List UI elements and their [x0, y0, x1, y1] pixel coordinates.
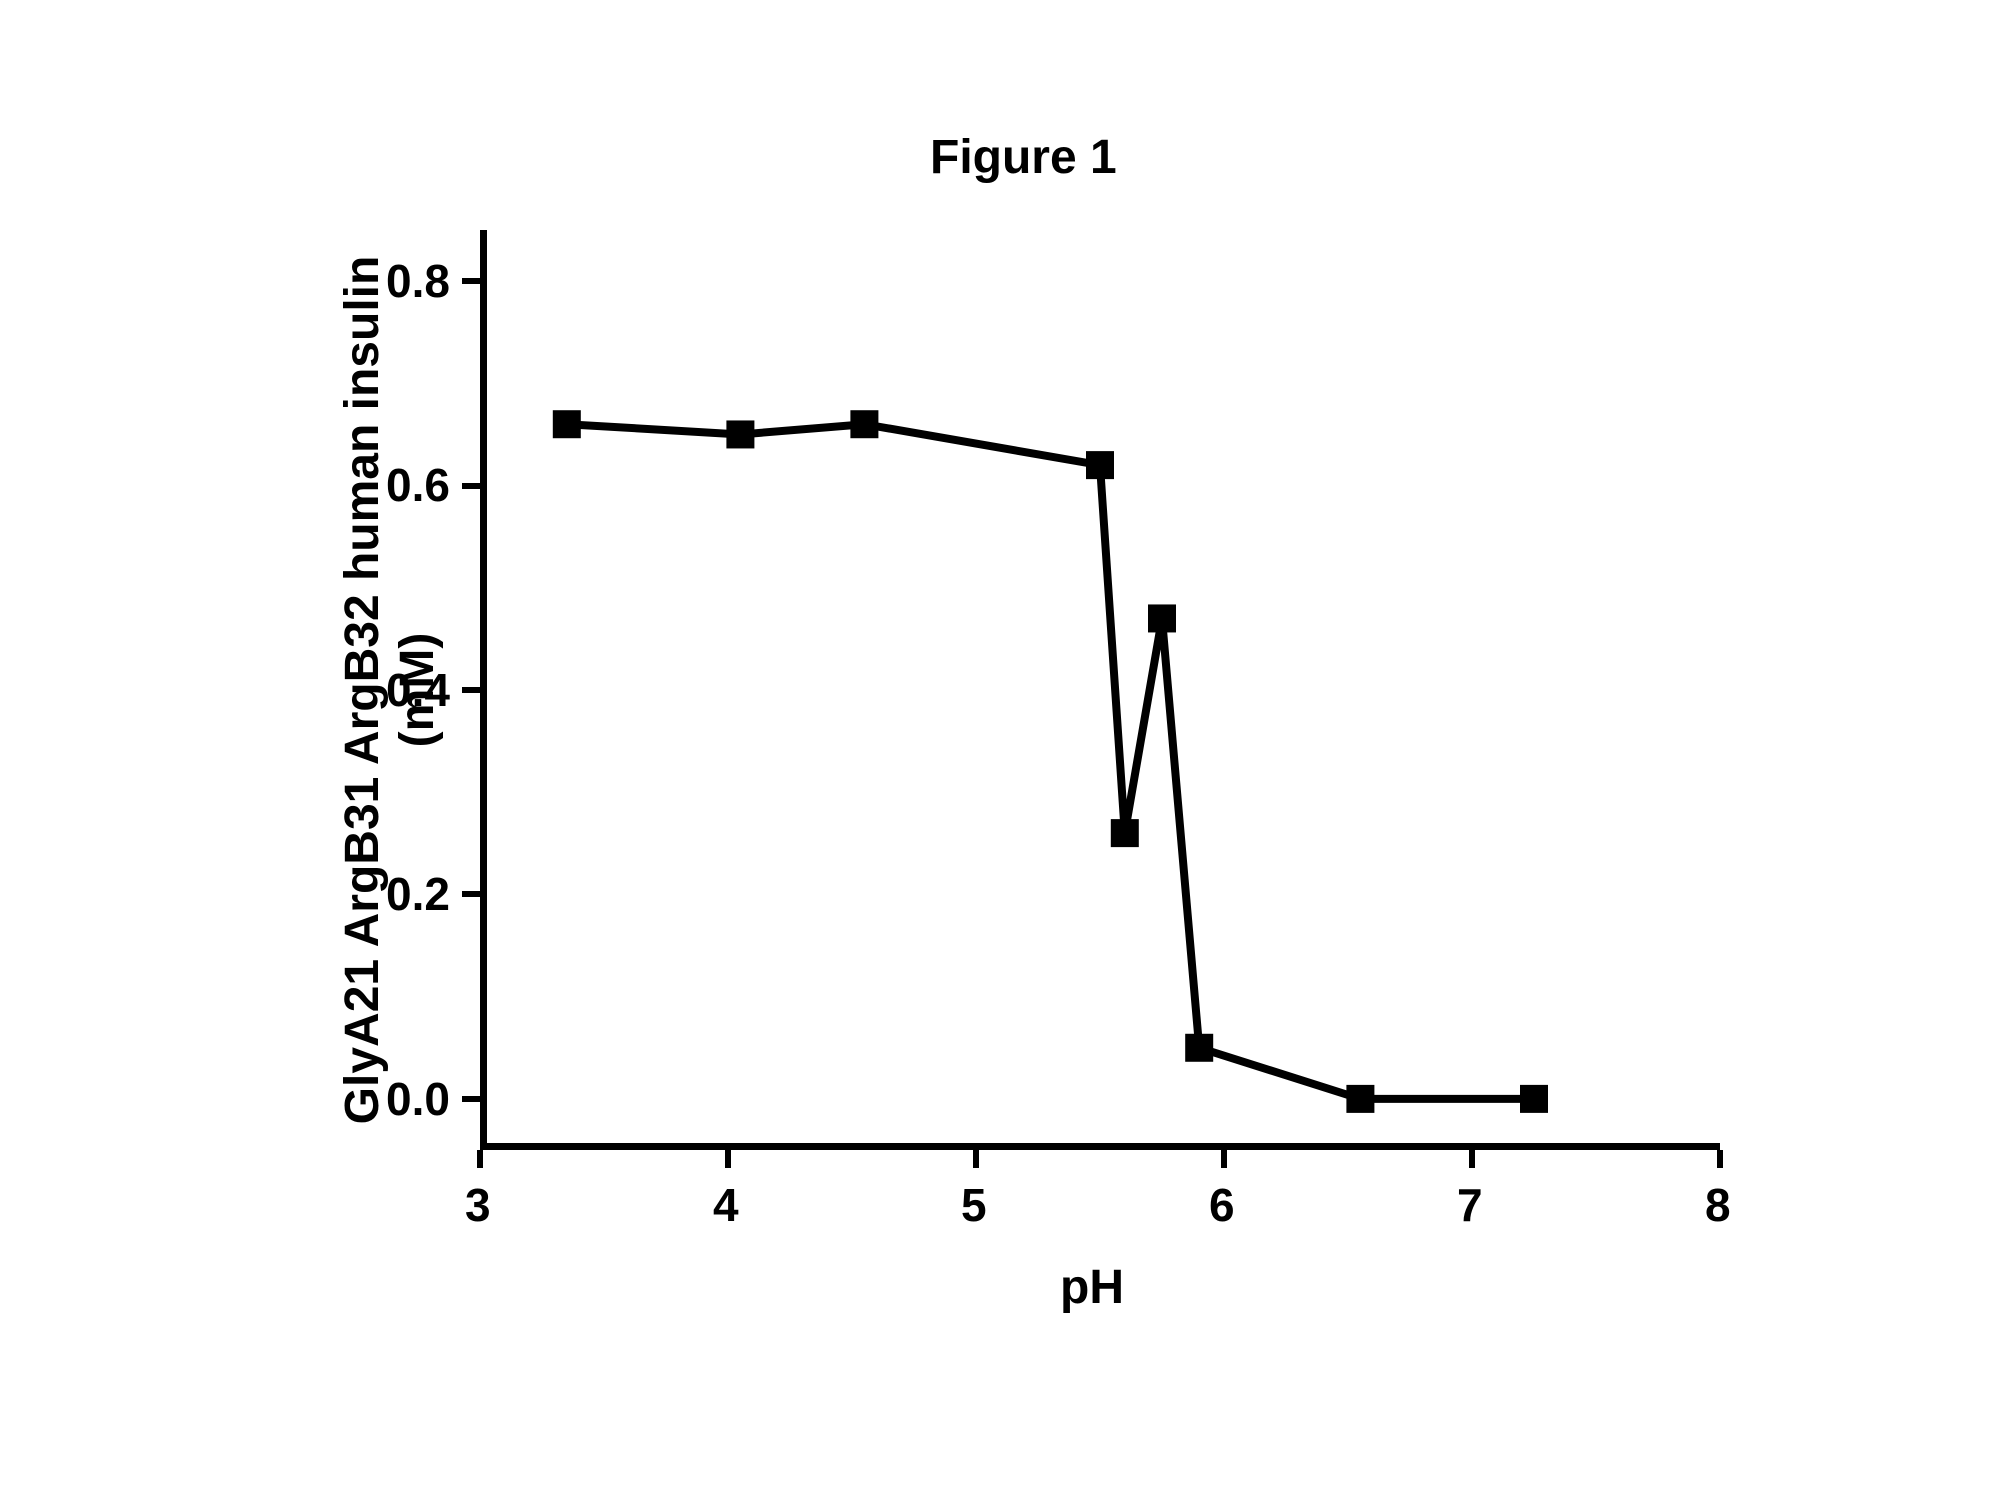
- data-marker: [726, 420, 754, 448]
- x-tick-mark: [973, 1150, 979, 1168]
- x-tick-mark: [477, 1150, 483, 1168]
- x-tick-label: 6: [1209, 1178, 1235, 1232]
- y-tick-label: 0.2: [370, 867, 450, 921]
- x-tick-mark: [1221, 1150, 1227, 1168]
- data-marker: [553, 410, 581, 438]
- data-marker: [850, 410, 878, 438]
- y-tick-mark: [462, 891, 480, 897]
- data-marker: [1520, 1085, 1548, 1113]
- chart-container: Figure 1 GlyA21 ArgB31 ArgB32 human insu…: [250, 50, 1800, 1450]
- y-tick-mark: [462, 687, 480, 693]
- data-marker: [1148, 604, 1176, 632]
- data-line: [480, 230, 1720, 1150]
- data-marker: [1185, 1034, 1213, 1062]
- x-tick-mark: [725, 1150, 731, 1168]
- data-polyline: [567, 424, 1534, 1099]
- x-tick-label: 4: [713, 1178, 739, 1232]
- y-tick-label: 0.6: [370, 458, 450, 512]
- x-tick-label: 3: [465, 1178, 491, 1232]
- x-tick-mark: [1717, 1150, 1723, 1168]
- data-marker: [1346, 1085, 1374, 1113]
- y-tick-label: 0.8: [370, 254, 450, 308]
- x-axis-label: pH: [1060, 1260, 1124, 1315]
- y-tick-label: 0.4: [370, 663, 450, 717]
- data-marker: [1111, 819, 1139, 847]
- x-tick-label: 5: [961, 1178, 987, 1232]
- plot-area: 3456780.00.20.40.60.8: [480, 230, 1720, 1150]
- chart-title: Figure 1: [930, 130, 1117, 185]
- y-tick-mark: [462, 278, 480, 284]
- x-tick-label: 8: [1705, 1178, 1731, 1232]
- y-tick-mark: [462, 1096, 480, 1102]
- x-tick-label: 7: [1457, 1178, 1483, 1232]
- data-marker: [1086, 451, 1114, 479]
- x-tick-mark: [1469, 1150, 1475, 1168]
- y-tick-mark: [462, 483, 480, 489]
- y-tick-label: 0.0: [370, 1072, 450, 1126]
